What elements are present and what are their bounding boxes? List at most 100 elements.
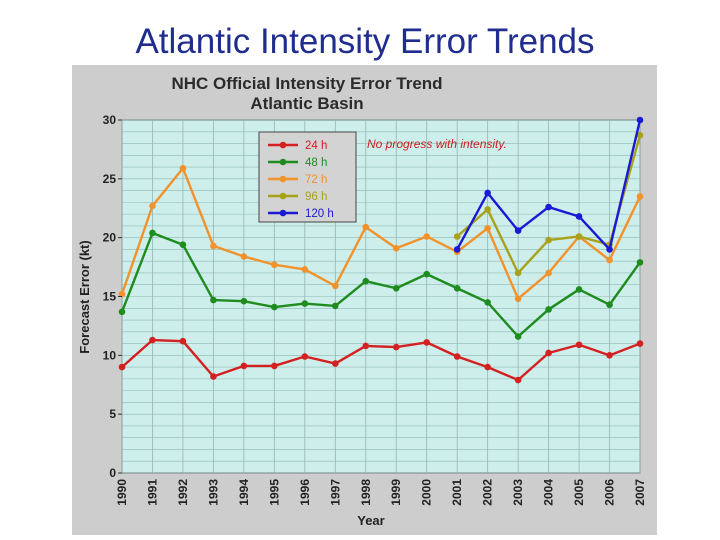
data-point [545, 349, 552, 357]
x-tick-label: 2007 [633, 479, 647, 506]
data-point [362, 277, 370, 285]
data-point [545, 203, 552, 211]
x-tick-label: 2003 [511, 479, 525, 506]
data-point [575, 341, 583, 349]
data-point [149, 336, 156, 344]
series-120h [453, 116, 644, 253]
y-tick-label: 5 [109, 407, 116, 421]
legend-marker [279, 192, 287, 200]
x-tick-label: 1996 [298, 479, 312, 506]
x-tick-label: 1999 [389, 479, 403, 506]
x-tick-label: 2000 [420, 479, 434, 506]
data-point [301, 266, 309, 273]
x-tick-label: 2006 [603, 479, 617, 506]
data-point [423, 270, 431, 278]
data-point [484, 224, 491, 232]
series-line [120, 167, 642, 301]
data-point [149, 202, 156, 210]
data-point [149, 229, 156, 237]
data-point [210, 296, 217, 304]
legend-label: 48 h [305, 157, 327, 169]
data-point [392, 244, 400, 252]
data-point [514, 295, 522, 303]
y-tick-label: 20 [103, 231, 117, 245]
data-point [514, 269, 522, 277]
data-point [636, 131, 644, 139]
data-point [423, 339, 431, 346]
legend-label: 96 h [305, 191, 327, 203]
data-point [484, 299, 491, 306]
data-point [453, 284, 461, 292]
legend-box [258, 131, 357, 223]
data-point [606, 352, 613, 359]
data-point [392, 343, 400, 351]
data-point [240, 253, 248, 260]
data-point [453, 233, 461, 240]
data-point [636, 340, 644, 347]
legend-marker [279, 141, 287, 149]
data-point [392, 284, 400, 292]
data-point [271, 261, 278, 269]
data-point [210, 373, 217, 380]
data-point [575, 233, 583, 240]
legend: 24 h 48 h 72 h 96 h 120 h [258, 131, 357, 223]
legend-marker [279, 175, 287, 183]
series-layer [118, 116, 644, 384]
data-point [453, 246, 461, 253]
y-tick-label: 10 [103, 348, 117, 362]
data-point [240, 297, 248, 305]
data-point [423, 233, 431, 240]
legend-label: 24 h [305, 140, 327, 152]
data-point [484, 363, 491, 371]
x-tick-label: 1997 [328, 479, 342, 506]
x-tick-label: 1991 [145, 479, 159, 506]
legend-marker [279, 158, 287, 166]
y-tick-label: 0 [109, 466, 116, 480]
data-point [545, 269, 552, 277]
series-line [121, 338, 641, 382]
chart-figure: NHC Official Intensity Error Trend Atlan… [72, 65, 657, 535]
y-tick-label: 25 [103, 172, 117, 186]
data-point [606, 246, 613, 253]
x-tick-label: 2004 [542, 479, 556, 506]
x-tick-label: 1998 [359, 479, 373, 506]
legend-label: 72 h [305, 174, 327, 186]
data-point [606, 301, 613, 309]
data-point [545, 236, 552, 244]
data-point [636, 193, 644, 200]
data-point [301, 353, 309, 360]
data-point [484, 189, 491, 197]
x-tick-label: 1992 [176, 479, 190, 506]
y-tick-label: 15 [103, 290, 117, 304]
data-point [210, 242, 217, 250]
data-point [331, 302, 339, 310]
data-point [240, 362, 248, 370]
chart-subtitle: Atlantic Basin [250, 94, 363, 113]
data-point [179, 164, 187, 172]
data-point [514, 227, 522, 234]
data-point [484, 206, 491, 213]
data-point [118, 290, 126, 298]
data-point [514, 333, 522, 340]
legend-marker [279, 209, 287, 217]
data-point [514, 376, 522, 384]
x-tick-label: 2005 [572, 479, 586, 506]
data-point [636, 116, 644, 124]
data-point [331, 282, 339, 290]
x-tick-label: 1994 [237, 479, 251, 506]
data-point [453, 353, 461, 360]
x-tick-label: 1990 [115, 479, 129, 506]
data-point [118, 308, 126, 316]
x-axis-label: Year [357, 513, 384, 528]
data-point [271, 362, 278, 370]
data-point [179, 241, 187, 249]
y-tick-label: 30 [103, 113, 117, 127]
data-point [606, 256, 613, 264]
tick-layer: 1990 1991 1992 1993 1994 1995 1996 1997 1998 1999… [103, 113, 647, 506]
data-point [331, 360, 339, 367]
data-point [362, 223, 370, 231]
chart-title: NHC Official Intensity Error Trend [171, 74, 442, 93]
data-point [271, 303, 278, 311]
data-point [575, 213, 583, 220]
data-point [362, 342, 370, 350]
